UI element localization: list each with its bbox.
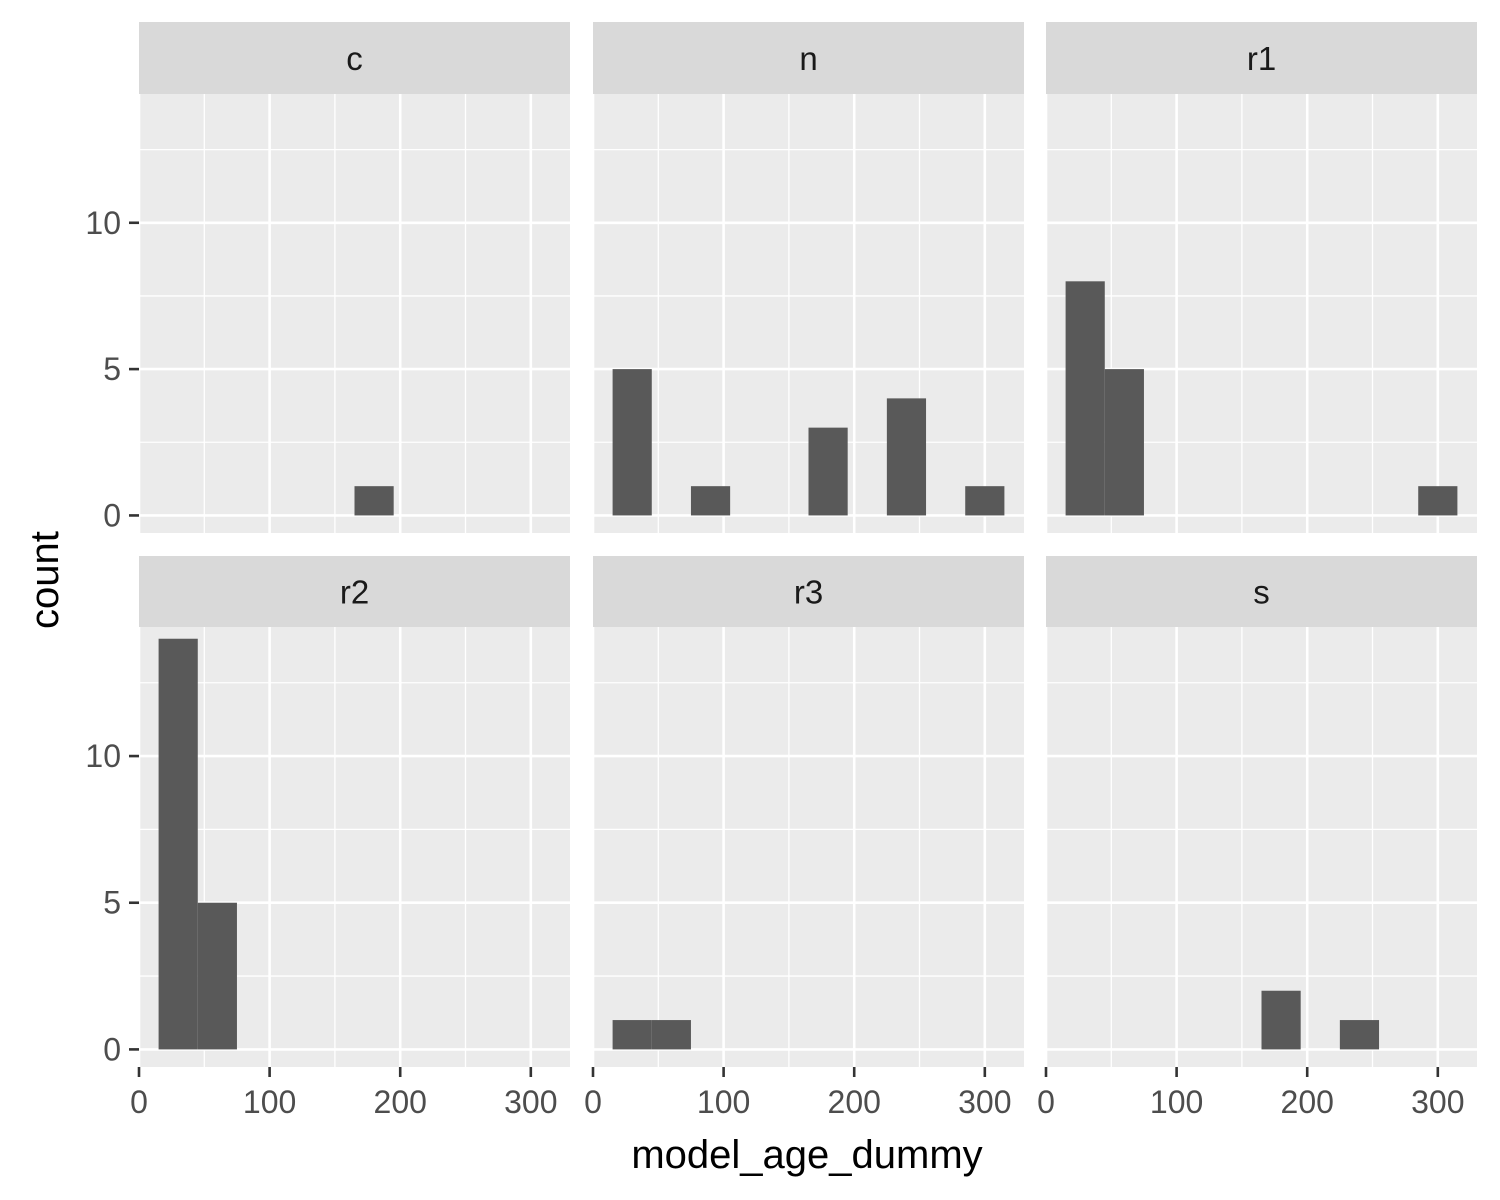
facet-strip: [139, 556, 570, 627]
x-tick-label: 0: [130, 1084, 148, 1120]
facet-strip: [1046, 22, 1477, 94]
histogram-bar: [1065, 281, 1105, 516]
facet-r1: r1: [1044, 22, 1477, 533]
panel-background: [593, 627, 1024, 1067]
facet-strip: [593, 22, 1024, 94]
x-axis-title: model_age_dummy: [631, 1133, 982, 1177]
y-axis-title: count: [23, 531, 67, 629]
x-tick-label: 200: [374, 1084, 427, 1120]
facet-strip-label: s: [1253, 574, 1270, 611]
histogram-bar: [651, 1020, 691, 1050]
facet-strip-label: n: [799, 40, 817, 77]
x-tick-label: 0: [1037, 1084, 1055, 1120]
facet-strip: [1046, 556, 1477, 627]
histogram-bar: [690, 486, 731, 516]
y-tick-label: 0: [103, 1031, 121, 1067]
facet-n: n: [591, 22, 1024, 533]
y-tick-label: 5: [103, 351, 121, 387]
facet-strip: [139, 22, 570, 94]
x-tick-label: 100: [697, 1084, 750, 1120]
facet-r3: r3: [591, 556, 1024, 1067]
y-tick-label: 5: [103, 885, 121, 921]
histogram-bar: [886, 398, 927, 516]
facet-strip-label: c: [346, 40, 363, 77]
histogram-bar: [965, 486, 1005, 516]
histogram-bar: [354, 486, 394, 516]
facet-strip-label: r3: [794, 574, 823, 611]
facet-strip-label: r1: [1247, 40, 1276, 77]
x-tick-label: 200: [828, 1084, 881, 1120]
facet-c: c: [137, 22, 570, 533]
facet-s: s: [1044, 556, 1477, 1067]
histogram-bar: [1104, 369, 1144, 516]
facet-r2: r2: [137, 556, 570, 1067]
histogram-bar: [197, 902, 237, 1050]
histogram-bar: [1261, 990, 1301, 1050]
panel-background: [139, 94, 570, 533]
y-tick-label: 0: [103, 497, 121, 533]
histogram-bar: [808, 427, 848, 516]
facet-strip-label: r2: [340, 574, 369, 611]
x-tick-label: 100: [1150, 1084, 1203, 1120]
x-tick-label: 300: [958, 1084, 1011, 1120]
x-tick-label: 300: [1411, 1084, 1464, 1120]
histogram-bar: [612, 369, 652, 516]
facet-strip: [593, 556, 1024, 627]
histogram-bar: [158, 638, 198, 1050]
x-tick-label: 0: [584, 1084, 602, 1120]
facet-panels: c n r1 r2 r3 s: [137, 22, 1477, 1067]
histogram-bar: [1418, 486, 1458, 516]
y-tick-label: 10: [85, 738, 121, 774]
y-tick-label: 10: [85, 205, 121, 241]
x-tick-label: 100: [243, 1084, 296, 1120]
histogram-bar: [612, 1020, 652, 1050]
x-tick-label: 200: [1281, 1084, 1334, 1120]
histogram-bar: [1339, 1020, 1380, 1050]
x-tick-label: 300: [504, 1084, 557, 1120]
